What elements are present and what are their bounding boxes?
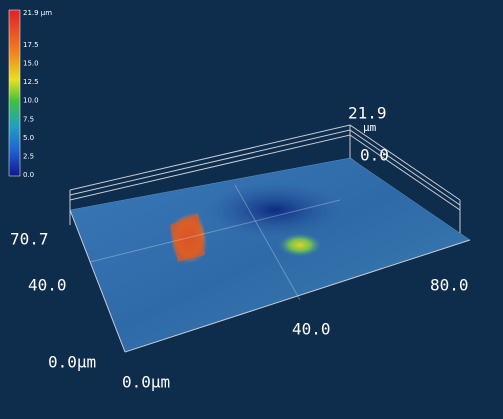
colorbar-tick-label: 15.0	[23, 60, 39, 68]
colorbar-tick-label: 7.5	[23, 115, 34, 123]
z-max-label: 21.9	[348, 104, 387, 123]
y-mid-label: 40.0	[28, 276, 67, 295]
x-max-label: 80.0	[430, 276, 469, 295]
y-max-label: 70.7	[10, 230, 49, 249]
y-origin-label: 0.0µm	[48, 353, 96, 372]
colorbar-tick-label: 10.0	[23, 97, 39, 105]
z-unit-label: µm	[363, 121, 377, 134]
colorbar-tick-label: 2.5	[23, 152, 34, 160]
surface	[69, 157, 471, 353]
colorbar-tick-label: 12.5	[23, 78, 39, 86]
colorbar	[8, 9, 21, 177]
x-origin-label: 0.0µm	[122, 373, 170, 392]
colorbar-tick-label: 5.0	[23, 134, 34, 142]
x-mid-label: 40.0	[292, 320, 331, 339]
colorbar-tick-label: 17.5	[23, 41, 39, 49]
z-min-label: 0.0	[360, 146, 389, 165]
colorbar-ticks: 17.5 15.0 12.5 10.0 7.5 5.0 2.5 0.0	[23, 41, 39, 179]
colorbar-tick-label: 0.0	[23, 171, 34, 179]
colorbar-max: 21.9 µm	[23, 9, 52, 17]
